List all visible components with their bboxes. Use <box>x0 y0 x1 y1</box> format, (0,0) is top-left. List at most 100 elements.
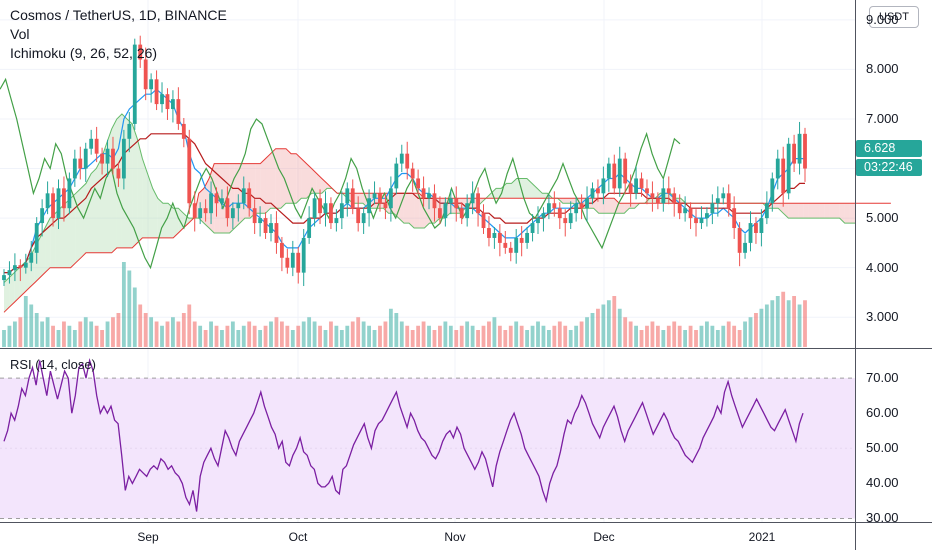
candle-body <box>72 158 77 179</box>
candle-body <box>650 193 655 199</box>
cloud-segment <box>275 148 281 209</box>
candle-body <box>470 193 475 204</box>
cloud-segment <box>270 148 276 209</box>
volume-bar <box>541 325 546 347</box>
volume-bar <box>672 321 677 347</box>
volume-bar <box>405 325 410 347</box>
candle-body <box>149 79 154 90</box>
volume-bar <box>421 321 426 347</box>
rsi-band <box>0 378 855 519</box>
candle-body <box>143 59 148 90</box>
candle-body <box>596 188 600 194</box>
rsi-tick-label: 60.00 <box>866 405 899 421</box>
candle-body <box>279 242 284 258</box>
volume-bar <box>508 325 513 347</box>
candle-body <box>443 203 448 219</box>
volume-bar <box>726 321 731 347</box>
candle-body <box>666 188 671 194</box>
candle-body <box>29 252 34 263</box>
volume-bar <box>100 330 104 347</box>
candle-body <box>421 188 426 199</box>
volume-bar <box>372 330 377 347</box>
candle-body <box>56 188 61 219</box>
candle-body <box>775 158 780 179</box>
volume-bar <box>661 330 666 347</box>
volume-bar <box>710 325 715 347</box>
rsi-tick-label: 70.00 <box>866 370 899 386</box>
cloud-segment <box>50 213 56 268</box>
candle-body <box>574 203 579 214</box>
cloud-segment <box>808 203 814 219</box>
volume-bar <box>160 325 164 347</box>
candle-body <box>241 188 246 204</box>
volume-bar <box>775 296 780 347</box>
volume-bar <box>138 304 143 347</box>
volume-bar <box>601 304 606 347</box>
volume-bar <box>438 325 442 347</box>
volume-bar <box>83 317 88 347</box>
candle-body <box>312 198 317 219</box>
time-tick-label: Dec <box>593 530 615 544</box>
candle-body <box>290 252 295 268</box>
volume-bar <box>546 330 551 347</box>
candle-body <box>410 168 415 179</box>
candle-body <box>792 143 797 164</box>
volume-bar <box>743 321 747 347</box>
cloud-segment <box>824 203 830 219</box>
volume-bar <box>345 325 350 347</box>
candle-body <box>138 44 143 60</box>
rsi-legend[interactable]: RSI (14, close) <box>10 357 96 372</box>
cloud-segment <box>357 193 363 204</box>
volume-bar <box>116 313 121 347</box>
candle-body <box>105 148 110 164</box>
currency-button[interactable]: USDT <box>869 6 919 28</box>
volume-bar <box>220 330 224 347</box>
volume-bar <box>694 330 698 347</box>
time-tick-label: Oct <box>288 530 308 544</box>
candle-body <box>350 188 355 209</box>
price-tick-label: 8.000 <box>866 61 899 77</box>
candle-body <box>694 218 698 224</box>
cloud-segment <box>778 203 784 214</box>
cloud-segment <box>813 203 820 219</box>
candle-body <box>62 188 66 209</box>
cloud-segment <box>296 153 302 204</box>
cloud-segment <box>362 193 368 209</box>
candle-body <box>459 208 464 219</box>
candle-body <box>590 188 595 199</box>
candle-body <box>552 203 557 209</box>
cloud-segment <box>793 203 799 219</box>
volume-bar <box>209 321 213 347</box>
candle-body <box>230 208 235 219</box>
cloud-segment <box>491 188 497 199</box>
volume-bar <box>590 313 595 347</box>
volume-bar <box>503 330 508 347</box>
cloud-segment <box>142 158 148 238</box>
cloud-segment <box>311 168 317 194</box>
cloud-segment <box>127 118 133 248</box>
volume-bar <box>557 321 562 347</box>
volume-bar <box>786 300 791 347</box>
cloud-segment <box>152 188 158 238</box>
volume-bar <box>465 321 470 347</box>
volume-bar <box>579 321 584 347</box>
cloud-segment <box>408 193 415 229</box>
volume-legend[interactable]: Vol <box>10 26 30 42</box>
volume-bar <box>18 317 23 347</box>
ichimoku-legend[interactable]: Ichimoku (9, 26, 52, 26) <box>10 45 158 61</box>
candle-body <box>634 178 638 194</box>
candle-body <box>645 188 649 194</box>
cloud-segment <box>14 267 20 303</box>
volume-bar <box>568 330 573 347</box>
volume-bar <box>94 325 99 347</box>
candle-body <box>247 188 252 209</box>
cloud-segment <box>260 158 266 214</box>
volume-bar <box>399 321 404 347</box>
volume-bar <box>525 330 530 347</box>
volume-bar <box>312 321 317 347</box>
volume-bar <box>650 321 655 347</box>
candle-body <box>639 178 644 189</box>
volume-bar <box>149 317 154 347</box>
candle-body <box>83 148 88 169</box>
